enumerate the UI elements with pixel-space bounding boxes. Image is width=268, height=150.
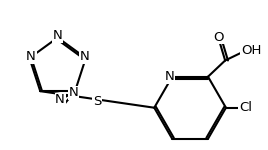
Text: N: N [53,29,62,42]
Text: N: N [69,86,78,99]
Text: N: N [26,50,36,63]
Text: N: N [79,50,89,63]
Text: O: O [214,31,224,44]
Text: N: N [55,93,65,106]
Text: N: N [165,70,174,83]
Text: Cl: Cl [239,101,252,114]
Text: OH: OH [241,44,261,57]
Text: S: S [93,95,102,108]
